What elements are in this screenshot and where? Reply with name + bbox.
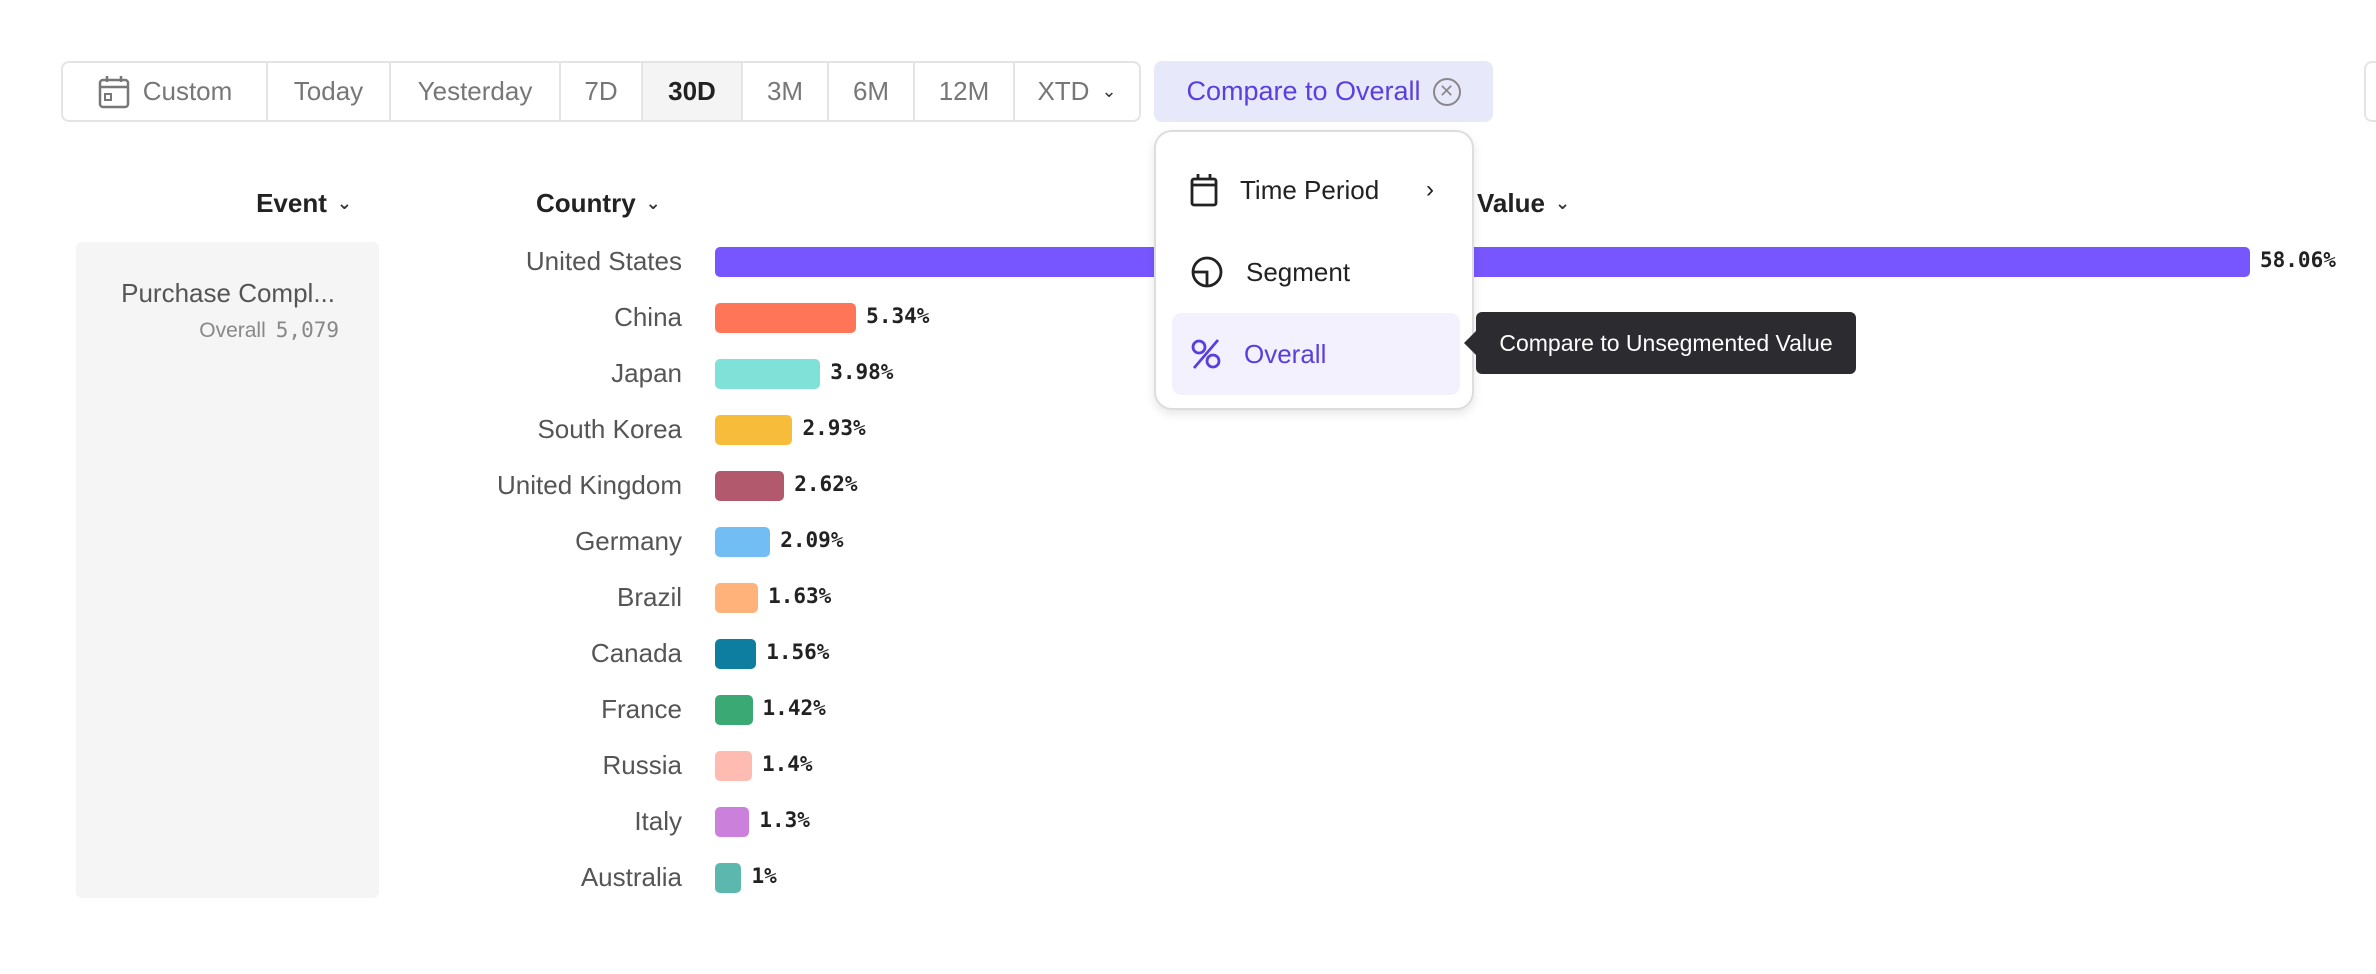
chart-row: Australia 1% — [0, 850, 2376, 906]
menu-item-label: Segment — [1246, 256, 1351, 287]
yesterday-button[interactable]: Yesterday — [391, 63, 561, 120]
menu-item-label: Time Period — [1240, 174, 1380, 205]
bar[interactable] — [715, 807, 750, 837]
country-label: Canada — [590, 638, 682, 668]
chart-row: Brazil 1.63% — [0, 570, 2376, 626]
chart-row: Russia 1.4% — [0, 738, 2376, 794]
calendar-icon — [98, 75, 129, 108]
country-label: Russia — [602, 750, 682, 780]
bar[interactable] — [715, 247, 2250, 277]
value-label: 3.98% — [830, 360, 894, 384]
today-button[interactable]: Today — [268, 63, 391, 120]
value-label: 1.56% — [766, 640, 830, 664]
chevron-down-icon: ⌄ — [645, 193, 661, 213]
compare-to-overall-button[interactable]: Compare to Overall ✕ — [1154, 61, 1493, 122]
value-label: 1.63% — [768, 584, 832, 608]
event-sub-label: Overall — [199, 319, 266, 342]
country-label: Germany — [575, 526, 682, 556]
country-label: Japan — [611, 358, 682, 388]
bar[interactable] — [715, 863, 742, 893]
bar[interactable] — [715, 639, 757, 669]
country-label: Italy — [634, 806, 682, 836]
menu-item-label: Overall — [1244, 338, 1327, 369]
country-label: China — [614, 302, 682, 332]
chart-row: United Kingdom 2.62% — [0, 458, 2376, 514]
chart-row: Germany 2.09% — [0, 514, 2376, 570]
value-label: 5.34% — [866, 304, 930, 328]
chevron-right-icon: › — [1426, 176, 1434, 203]
country-header[interactable]: Country ⌄ — [536, 188, 661, 219]
country-label: France — [601, 694, 682, 724]
chevron-down-icon: ⌄ — [336, 193, 352, 213]
value-label: 1.42% — [762, 696, 826, 720]
country-label: Brazil — [616, 582, 682, 612]
menu-item-time-period[interactable]: Time Period › — [1172, 149, 1460, 231]
value-label: 2.62% — [794, 472, 858, 496]
toolbar-right-control[interactable] — [2364, 61, 2376, 122]
bar[interactable] — [715, 527, 771, 557]
close-circle-icon[interactable]: ✕ — [1432, 77, 1461, 106]
bar[interactable] — [715, 583, 759, 613]
xtd-label: XTD — [1037, 76, 1090, 106]
30d-button[interactable]: 30D — [643, 63, 743, 120]
tooltip: Compare to Unsegmented Value — [1464, 312, 1856, 374]
custom-label: Custom — [142, 76, 233, 106]
compare-menu: Time Period › Segment Overall — [1154, 130, 1474, 410]
value-label: 58.06% — [2260, 248, 2336, 272]
custom-range-button[interactable]: Custom — [63, 63, 268, 120]
compare-label: Compare to Overall — [1186, 76, 1421, 106]
menu-item-segment[interactable]: Segment — [1172, 231, 1460, 313]
value-header[interactable]: Value ⌄ — [1477, 188, 1570, 219]
segment-pie-icon — [1191, 256, 1223, 288]
date-range-selector: Custom Today Yesterday 7D 30D 3M 6M 12M … — [61, 61, 1141, 122]
xtd-dropdown[interactable]: XTD ⌄ — [1015, 63, 1139, 120]
bar[interactable] — [715, 303, 857, 333]
value-label: 1.3% — [759, 808, 810, 832]
chart-row: France 1.42% — [0, 682, 2376, 738]
chart-row: Canada 1.56% — [0, 626, 2376, 682]
value-label: 2.93% — [802, 416, 866, 440]
bar[interactable] — [715, 695, 753, 725]
6m-button[interactable]: 6M — [829, 63, 915, 120]
bar[interactable] — [715, 359, 821, 389]
chevron-down-icon: ⌄ — [1101, 81, 1117, 101]
calendar-icon — [1190, 174, 1218, 207]
country-label: Australia — [580, 862, 682, 892]
value-label: 1.4% — [762, 752, 813, 776]
value-label: 2.09% — [780, 528, 844, 552]
bar[interactable] — [715, 751, 752, 781]
7d-button[interactable]: 7D — [561, 63, 643, 120]
country-header-label: Country — [536, 188, 636, 218]
menu-item-overall[interactable]: Overall — [1172, 313, 1460, 395]
12m-button[interactable]: 12M — [915, 63, 1015, 120]
chart-row: South Korea 2.93% — [0, 402, 2376, 458]
event-header-label: Event — [256, 188, 327, 218]
country-label: South Korea — [537, 414, 682, 444]
country-label: United States — [525, 246, 682, 276]
country-label: United Kingdom — [497, 470, 682, 500]
event-header[interactable]: Event ⌄ — [256, 188, 352, 219]
value-header-label: Value — [1477, 188, 1545, 218]
bar[interactable] — [715, 415, 793, 445]
chevron-down-icon: ⌄ — [1554, 193, 1571, 213]
chart-row: United States 58.06% — [0, 234, 2376, 290]
event-name[interactable]: Purchase Compl... — [121, 278, 335, 308]
value-label: 1% — [751, 864, 777, 888]
event-count: 5,079 — [275, 318, 339, 342]
event-panel: Purchase Compl... Overall 5,079 — [76, 242, 379, 898]
chart-row: China 5.34% — [0, 290, 2376, 346]
chart-row: Japan 3.98% — [0, 346, 2376, 402]
bar[interactable] — [715, 471, 785, 501]
event-overall: Overall 5,079 — [199, 318, 339, 343]
chart-row: Italy 1.3% — [0, 794, 2376, 850]
percent-icon — [1191, 339, 1221, 369]
3m-button[interactable]: 3M — [743, 63, 829, 120]
